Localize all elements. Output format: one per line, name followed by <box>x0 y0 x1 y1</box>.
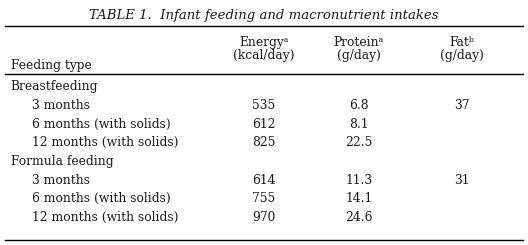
Text: Proteinᵃ: Proteinᵃ <box>334 36 384 49</box>
Text: 535: 535 <box>252 99 276 112</box>
Text: 31: 31 <box>454 173 470 187</box>
Text: 12 months (with solids): 12 months (with solids) <box>32 136 178 149</box>
Text: 6 months (with solids): 6 months (with solids) <box>32 118 171 131</box>
Text: TABLE 1.  Infant feeding and macronutrient intakes: TABLE 1. Infant feeding and macronutrien… <box>89 9 439 22</box>
Text: 3 months: 3 months <box>32 99 90 112</box>
Text: 22.5: 22.5 <box>345 136 373 149</box>
Text: 3 months: 3 months <box>32 173 90 187</box>
Text: Energyᵃ: Energyᵃ <box>239 36 289 49</box>
Text: Breastfeeding: Breastfeeding <box>11 80 98 94</box>
Text: Feeding type: Feeding type <box>11 59 91 72</box>
Text: 24.6: 24.6 <box>345 211 373 224</box>
Text: 825: 825 <box>252 136 276 149</box>
Text: Formula feeding: Formula feeding <box>11 155 113 168</box>
Text: 755: 755 <box>252 192 276 205</box>
Text: 8.1: 8.1 <box>350 118 369 131</box>
Text: (g/day): (g/day) <box>440 49 484 62</box>
Text: Fatᵇ: Fatᵇ <box>450 36 474 49</box>
Text: (kcal/day): (kcal/day) <box>233 49 295 62</box>
Text: 970: 970 <box>252 211 276 224</box>
Text: 12 months (with solids): 12 months (with solids) <box>32 211 178 224</box>
Text: 612: 612 <box>252 118 276 131</box>
Text: 14.1: 14.1 <box>345 192 373 205</box>
Text: 37: 37 <box>454 99 470 112</box>
Text: 11.3: 11.3 <box>345 173 373 187</box>
Text: (g/day): (g/day) <box>337 49 381 62</box>
Text: 6.8: 6.8 <box>349 99 369 112</box>
Text: 614: 614 <box>252 173 276 187</box>
Text: 6 months (with solids): 6 months (with solids) <box>32 192 171 205</box>
